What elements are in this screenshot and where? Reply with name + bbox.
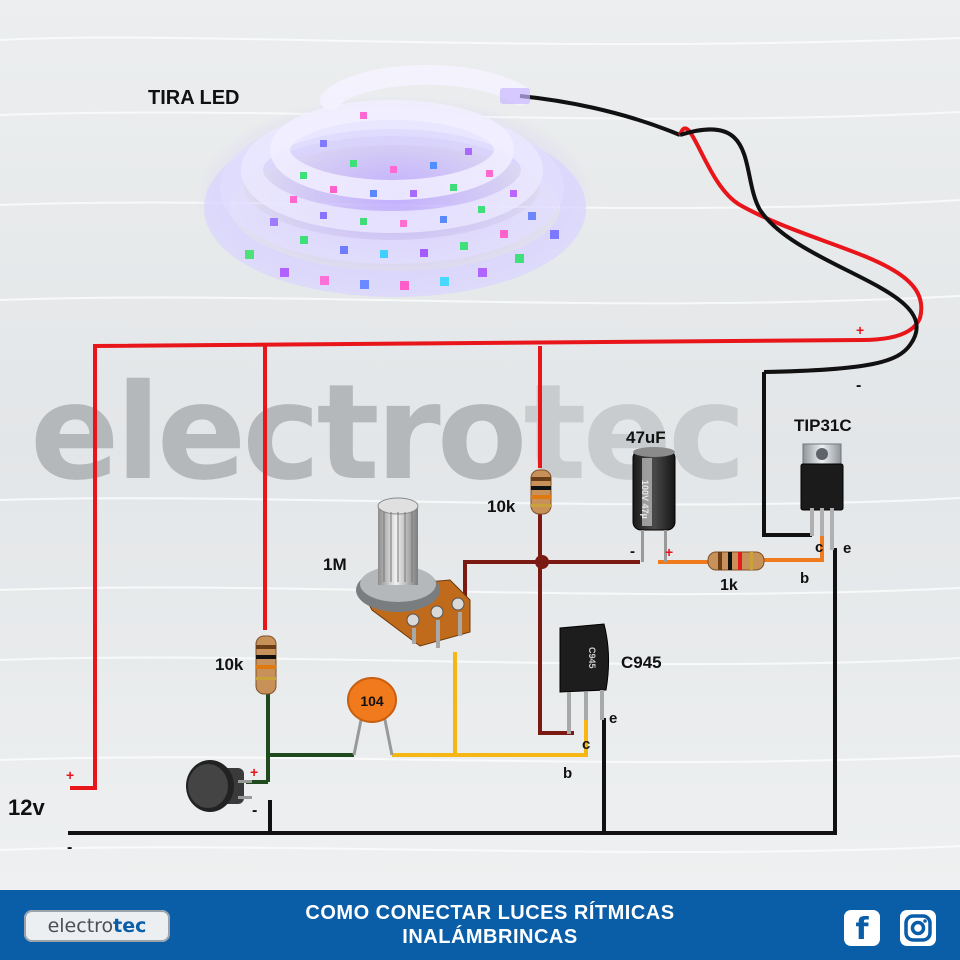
transistor-c945-body-text: C945 (587, 647, 597, 669)
instagram-glyph (904, 914, 932, 942)
mic-minus-label: - (252, 802, 257, 819)
supply-voltage-label: 12v (8, 795, 45, 820)
led-strip-label: TIRA LED (148, 87, 239, 109)
instagram-icon[interactable] (900, 910, 936, 946)
electrolytic-plus: + (665, 544, 673, 560)
tip31c-pin-c: c (815, 539, 823, 556)
electrolytic-label: 47uF (626, 428, 666, 447)
electrotec-logo[interactable]: electrotec (24, 910, 170, 942)
led-positive-wire (678, 126, 924, 342)
logo-text-part1: electro (47, 915, 114, 937)
led-plus-label: + (856, 322, 864, 338)
electrolytic-body-text: 100V 47µ (640, 480, 650, 519)
transistor-c945 (559, 623, 610, 734)
resistor-10k-top (530, 469, 552, 515)
resistor-1k (707, 551, 765, 571)
led-dots (245, 112, 559, 290)
transistor-c945-label: C945 (621, 653, 662, 672)
circuit-diagram: electrotec (0, 0, 960, 890)
led-negative-wire (679, 127, 919, 374)
transistor-tip31c (800, 443, 844, 550)
resistor-10k-top-label: 10k (487, 497, 516, 516)
footer-bar: electrotec COMO CONECTAR LUCES RÍTMICAS … (0, 890, 960, 960)
c945-pin-b: b (563, 765, 572, 782)
microphone (186, 760, 252, 812)
c945-pin-e: e (609, 710, 617, 727)
potentiometer-label: 1M (323, 555, 347, 574)
ground-rail (68, 372, 837, 835)
led-minus-label: - (856, 377, 861, 394)
facebook-icon[interactable]: f (844, 910, 880, 947)
ceramic-capacitor-label: 104 (360, 693, 384, 709)
resistor-1k-right-wire (762, 535, 824, 562)
resistor-10k-left (255, 635, 277, 695)
resistor-10k-left-label: 10k (215, 655, 244, 674)
base-signal-wire (455, 718, 588, 757)
tip31c-pin-e: e (843, 540, 851, 557)
tip31c-pin-b: b (800, 570, 809, 587)
supply-minus-label: - (67, 839, 72, 856)
junction-node (535, 555, 549, 569)
watermark-text: electrotec (30, 356, 742, 510)
footer-title-line1: COMO CONECTAR LUCES RÍTMICAS (305, 902, 675, 924)
transistor-tip31c-label: TIP31C (794, 416, 852, 435)
electrolytic-capacitor (632, 447, 676, 562)
potentiometer-1m (356, 497, 471, 648)
ceramic-capacitor-104 (347, 677, 397, 756)
logo-text-part2: tec (113, 915, 147, 937)
c945-pin-c: c (582, 736, 590, 753)
electrolytic-minus: - (630, 543, 635, 560)
positive-rail (70, 338, 863, 790)
mic-plus-label: + (250, 764, 258, 780)
footer-title: COMO CONECTAR LUCES RÍTMICAS INALÁMBRINC… (230, 901, 750, 949)
supply-plus-label: + (66, 767, 74, 783)
led-strip (195, 64, 681, 297)
footer-title-line2: INALÁMBRINCAS (402, 926, 578, 948)
resistor-1k-label: 1k (720, 577, 738, 594)
